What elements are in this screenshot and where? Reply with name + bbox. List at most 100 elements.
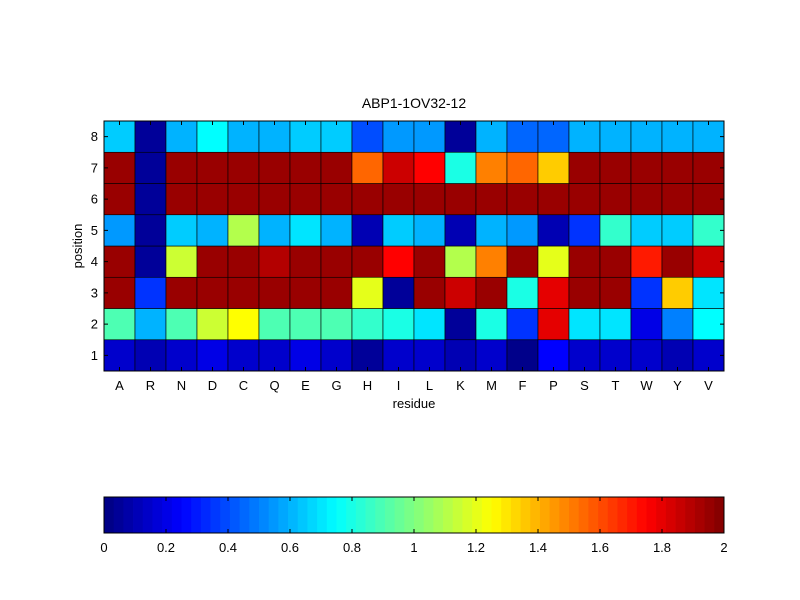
heatmap-cell	[165, 214, 198, 247]
x-tick-label: Q	[269, 378, 279, 393]
colorbar-segment	[336, 497, 347, 533]
heatmap-cell	[320, 151, 353, 184]
x-tick-label: H	[363, 378, 372, 393]
colorbar-tick-label: 2	[720, 540, 727, 555]
y-tick-label: 4	[91, 254, 98, 269]
heatmap-cell	[413, 120, 446, 153]
heatmap-cell	[320, 245, 353, 278]
heatmap-cell	[506, 183, 539, 216]
colorbar-segment	[617, 497, 628, 533]
x-tick-label: W	[640, 378, 653, 393]
heatmap-cell	[568, 214, 601, 247]
heatmap-cell	[475, 120, 508, 153]
heatmap-cell	[196, 339, 229, 372]
heatmap-cell	[165, 151, 198, 184]
heatmap-cell	[196, 151, 229, 184]
heatmap-cell	[103, 214, 136, 247]
heatmap-cell	[599, 120, 632, 153]
heatmap-cell	[537, 120, 570, 153]
heatmap-cell	[382, 308, 415, 341]
heatmap-cell	[165, 245, 198, 278]
colorbar-segment	[685, 497, 696, 533]
heatmap-cell	[258, 276, 291, 309]
colorbar-segment	[423, 497, 434, 533]
heatmap-cells	[103, 120, 725, 372]
colorbar-segment	[249, 497, 260, 533]
heatmap-cell	[475, 245, 508, 278]
heatmap-cell	[382, 276, 415, 309]
colorbar-tick-label: 1.8	[653, 540, 671, 555]
y-tick-label: 3	[91, 285, 98, 300]
heatmap-cell	[258, 183, 291, 216]
heatmap-cell	[134, 308, 167, 341]
x-axis-label: residue	[393, 396, 436, 411]
heatmap-cell	[506, 276, 539, 309]
colorbar-segment	[462, 497, 473, 533]
heatmap-cell	[692, 276, 725, 309]
heatmap-cell	[227, 245, 260, 278]
heatmap-cell	[103, 308, 136, 341]
heatmap-cell	[506, 339, 539, 372]
x-tick-label: R	[146, 378, 155, 393]
colorbar-segment	[539, 497, 551, 533]
colorbar-segment	[384, 497, 396, 533]
y-tick-label: 6	[91, 192, 98, 207]
heatmap-cell	[506, 120, 539, 153]
heatmap-cell	[661, 183, 694, 216]
heatmap-cell	[196, 183, 229, 216]
heatmap-cell	[227, 120, 260, 153]
x-tick-label: P	[549, 378, 558, 393]
heatmap-cell	[568, 120, 601, 153]
colorbar-segment	[268, 497, 279, 533]
colorbar-tick-label: 1.2	[467, 540, 485, 555]
colorbar-segment	[694, 497, 706, 533]
heatmap-cell	[134, 245, 167, 278]
heatmap-cell	[382, 245, 415, 278]
x-tick-label: D	[208, 378, 217, 393]
heatmap-cell	[661, 276, 694, 309]
heatmap-cell	[289, 151, 322, 184]
colorbar-segment	[307, 497, 318, 533]
colorbar-segment	[520, 497, 531, 533]
heatmap-cell	[227, 339, 260, 372]
heatmap-cell	[258, 245, 291, 278]
heatmap-cell	[537, 245, 570, 278]
heatmap-cell	[320, 276, 353, 309]
heatmap-cell	[196, 120, 229, 153]
colorbar-segment	[501, 497, 512, 533]
heatmap-cell	[444, 276, 477, 309]
x-tick-label: V	[704, 378, 713, 393]
heatmap-cell	[351, 339, 384, 372]
heatmap-cell	[351, 308, 384, 341]
heatmap-cell	[630, 245, 663, 278]
colorbar-segment	[433, 497, 444, 533]
heatmap-cell	[444, 339, 477, 372]
heatmap-cell	[382, 120, 415, 153]
colorbar-segment	[588, 497, 599, 533]
heatmap-cell	[165, 339, 198, 372]
heatmap-cell	[413, 151, 446, 184]
colorbar-segment	[210, 497, 221, 533]
heatmap-cell	[227, 214, 260, 247]
colorbar-tick-label: 1.6	[591, 540, 609, 555]
heatmap-cell	[103, 183, 136, 216]
heatmap-cell	[630, 120, 663, 153]
heatmap-cell	[134, 183, 167, 216]
heatmap-cell	[692, 339, 725, 372]
heatmap-cell	[630, 214, 663, 247]
colorbar-segment	[355, 497, 366, 533]
heatmap-cell	[382, 151, 415, 184]
colorbar-segment	[394, 497, 405, 533]
heatmap-cell	[382, 339, 415, 372]
heatmap-cell	[630, 339, 663, 372]
colorbar-segment	[578, 497, 589, 533]
colorbar-segment	[607, 497, 618, 533]
heatmap-cell	[227, 183, 260, 216]
heatmap-cell	[103, 245, 136, 278]
heatmap-cell	[630, 183, 663, 216]
x-tick-label: I	[397, 378, 401, 393]
heatmap-cell	[537, 308, 570, 341]
heatmap-cell	[599, 308, 632, 341]
y-tick-label: 5	[91, 223, 98, 238]
